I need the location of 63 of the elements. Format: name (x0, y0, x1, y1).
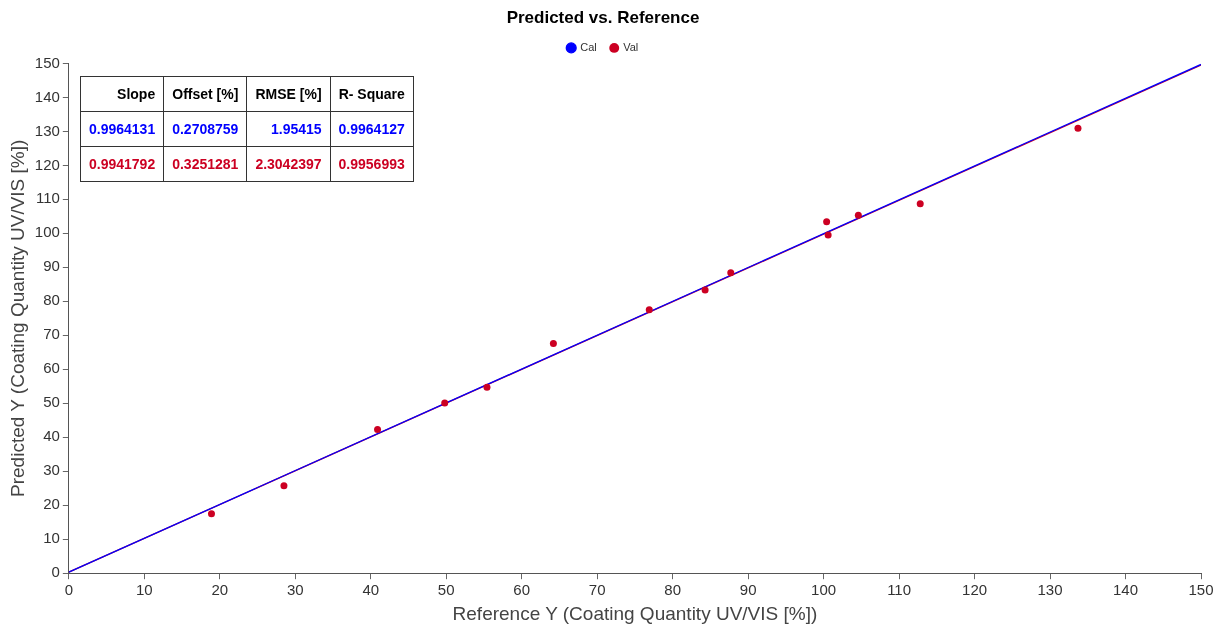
point (823, 218, 831, 226)
point (280, 482, 288, 490)
y-tick-label: 30 (43, 461, 60, 479)
annotation: Slope (80, 76, 164, 112)
x-tick-label: 20 (211, 581, 229, 599)
y-tick-label: 110 (35, 189, 60, 207)
point (727, 269, 735, 277)
x-tick-label: 100 (811, 581, 837, 599)
x-tick-label: 10 (135, 581, 153, 599)
point (549, 339, 557, 347)
point (483, 383, 491, 391)
x-tick-label: 80 (664, 581, 681, 599)
chart-title: Predicted vs. Reference (506, 7, 700, 27)
x-tick-label: 130 (1037, 581, 1063, 599)
y-tick-label: 20 (43, 495, 60, 513)
annotation: 0.9941792 (80, 146, 164, 182)
point (645, 306, 653, 314)
y-tick-label: 150 (34, 53, 60, 71)
x-tick-label: 150 (1188, 581, 1214, 599)
annotation: RMSE [%] (246, 76, 331, 112)
y-tick-label: 140 (34, 87, 60, 105)
x-tick-label: 40 (362, 581, 380, 599)
y-tick-label: 120 (34, 155, 60, 173)
point (207, 510, 215, 518)
point (1074, 124, 1082, 132)
point (374, 425, 382, 433)
y-axis-title: Predicted Y (Coating Quantity UV/VIS [%]) (6, 139, 28, 497)
annotation: R- Square (330, 76, 414, 112)
point (824, 231, 832, 239)
x-tick-label: 70 (588, 581, 606, 599)
x-tick-label: 110 (887, 581, 912, 599)
x-tick-label: 0 (64, 581, 73, 599)
y-tick-label: 80 (43, 291, 60, 309)
annotation: 0.2708759 (163, 111, 247, 147)
point (916, 200, 924, 208)
x-tick-label: 90 (739, 581, 757, 599)
y-tick-label: 40 (43, 427, 60, 445)
y-tick-label: 0 (51, 563, 60, 581)
legend-label: Val (623, 40, 639, 53)
point (701, 286, 709, 294)
y-tick-label: 100 (34, 223, 60, 241)
legend-label: Cal (580, 40, 597, 53)
annotation: 0.9964127 (330, 111, 414, 147)
point (441, 399, 449, 407)
y-tick-label: 60 (43, 359, 60, 377)
y-tick-label: 50 (43, 393, 60, 411)
y-tick-label: 10 (43, 529, 60, 547)
annotation: 0.3251281 (163, 146, 247, 182)
annotation: 0.9956993 (330, 146, 414, 182)
x-tick-label: 30 (286, 581, 304, 599)
point (854, 211, 862, 219)
y-tick-label: 130 (34, 121, 60, 139)
annotation: 2.3042397 (246, 146, 331, 182)
x-tick-label: 140 (1113, 581, 1139, 599)
x-tick-label: 60 (513, 581, 531, 599)
annotation: 0.9964131 (80, 111, 164, 147)
x-tick-label: 50 (437, 581, 455, 599)
y-tick-label: 90 (43, 257, 60, 275)
x-tick-label: 120 (962, 581, 988, 599)
annotation: Offset [%] (163, 76, 247, 112)
y-tick-label: 70 (43, 325, 60, 343)
x-axis-title: Reference Y (Coating Quantity UV/VIS [%]) (452, 602, 818, 624)
annotation: 1.95415 (246, 111, 331, 147)
